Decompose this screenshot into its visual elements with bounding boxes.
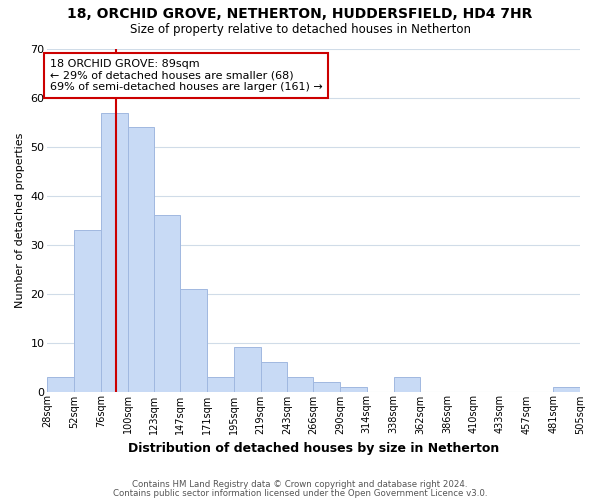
Bar	[394, 377, 421, 392]
Bar	[154, 216, 181, 392]
Bar	[260, 362, 287, 392]
Text: Contains HM Land Registry data © Crown copyright and database right 2024.: Contains HM Land Registry data © Crown c…	[132, 480, 468, 489]
Bar	[340, 386, 367, 392]
Text: 18, ORCHID GROVE, NETHERTON, HUDDERSFIELD, HD4 7HR: 18, ORCHID GROVE, NETHERTON, HUDDERSFIEL…	[67, 8, 533, 22]
Text: Size of property relative to detached houses in Netherton: Size of property relative to detached ho…	[130, 22, 470, 36]
Text: Contains public sector information licensed under the Open Government Licence v3: Contains public sector information licen…	[113, 489, 487, 498]
X-axis label: Distribution of detached houses by size in Netherton: Distribution of detached houses by size …	[128, 442, 499, 455]
Bar	[207, 377, 234, 392]
Y-axis label: Number of detached properties: Number of detached properties	[15, 132, 25, 308]
Bar	[313, 382, 340, 392]
Bar	[74, 230, 101, 392]
Bar	[101, 112, 128, 392]
Bar	[287, 377, 313, 392]
Bar	[47, 377, 74, 392]
Bar	[181, 289, 207, 392]
Bar	[234, 348, 260, 392]
Bar	[128, 128, 154, 392]
Bar	[553, 386, 580, 392]
Text: 18 ORCHID GROVE: 89sqm
← 29% of detached houses are smaller (68)
69% of semi-det: 18 ORCHID GROVE: 89sqm ← 29% of detached…	[50, 59, 322, 92]
